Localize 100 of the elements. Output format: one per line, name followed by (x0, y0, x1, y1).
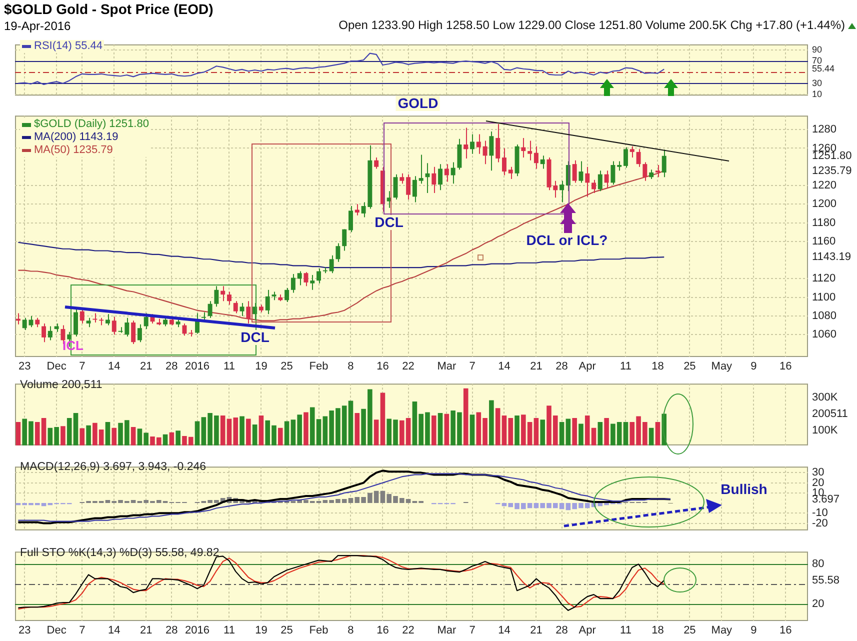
x-tick-label: 28 (166, 360, 178, 373)
bar (534, 418, 539, 446)
bar (194, 421, 200, 446)
legend-label: $GOLD (Daily) 1251.80 (34, 118, 149, 131)
y-tick-label: 1280 (812, 124, 836, 136)
x-tick-label: Dec (46, 360, 67, 373)
chart-title: Full STO %K(14,3) %D(3) 55.58, 49.82 (20, 547, 220, 560)
bar (354, 413, 360, 446)
bar (112, 428, 117, 446)
y-tick-label: 30 (812, 78, 822, 88)
bar (169, 432, 174, 446)
x-tick-label: 7 (79, 624, 86, 637)
x-tick-label: 25 (280, 360, 293, 373)
x-tick-label: 2016 (185, 624, 210, 637)
y-tick-label: -20 (812, 517, 828, 530)
x-tick-label: 19 (255, 360, 268, 373)
x-tick-label: 25 (684, 624, 696, 637)
y-tick-label: 1235.79 (812, 164, 852, 177)
bar (258, 415, 264, 446)
x-tick-label: Apr (578, 360, 596, 373)
bar (304, 412, 308, 446)
y-tick-label: 200511 (812, 408, 848, 420)
y-tick-label: 1160 (812, 235, 836, 248)
y-tick-label: 80 (812, 558, 824, 570)
bar (470, 414, 475, 446)
x-tick-label: 19 (255, 624, 268, 637)
text: Open 1233.90 High 1258.50 Low 1229.00 Close 1251.80 Volume 200.5K Chg +17.80 (+1.44%) (338, 18, 845, 32)
y-tick-label: 70 (812, 56, 822, 66)
x-tick-label: 25 (684, 360, 696, 373)
x-tick-label: 11 (620, 360, 632, 373)
y-tick-label: 55.58 (812, 574, 840, 586)
bar (431, 415, 436, 446)
x-tick-label: 8 (348, 624, 354, 637)
chart-title: MACD(12,26,9) 3.697, 3.943, -0.246 (20, 461, 206, 474)
x-tick-label: Feb (309, 360, 328, 373)
bar (489, 400, 494, 446)
y-tick-label: 1060 (812, 328, 836, 341)
x-tick-label: 11 (224, 624, 235, 637)
bar (162, 434, 168, 446)
annotation: DCL (238, 329, 272, 346)
x-tick-label: 11 (224, 360, 235, 373)
x-tick-label: 7 (469, 360, 476, 373)
chart-title: $GOLD Gold - Spot Price (EOD) (4, 1, 214, 18)
bar (514, 415, 520, 446)
x-tick-label: 7 (79, 360, 86, 373)
x-tick-label: 21 (140, 624, 152, 637)
y-tick-label: 90 (812, 44, 822, 54)
bar (220, 415, 226, 446)
bar (566, 418, 571, 446)
legend-label: MA(50) 1235.79 (34, 144, 113, 157)
x-tick-label: 2016 (185, 360, 210, 373)
annotation: Bullish (718, 481, 770, 498)
y-tick-label: 1200 (812, 198, 836, 210)
x-tick-label: Feb (309, 624, 328, 637)
bar (495, 408, 500, 446)
bar (348, 400, 354, 446)
x-tick-label: 23 (18, 624, 31, 637)
x-tick-label: 28 (556, 360, 568, 373)
legend-label: MA(200) 1143.19 (34, 131, 118, 144)
annotation: GOLD (396, 95, 440, 112)
y-tick-label: 1100 (812, 291, 836, 304)
x-tick-label: 25 (280, 624, 293, 637)
y-tick-label: 10 (812, 88, 822, 99)
x-tick-label: 11 (620, 624, 632, 637)
y-tick-label: -10 (812, 507, 828, 520)
x-tick-label: Mar (437, 360, 456, 373)
bar (572, 418, 577, 446)
bar (438, 413, 443, 446)
x-tick-label: Mar (437, 624, 456, 637)
bar (246, 418, 251, 446)
x-tick-label: 22 (402, 360, 414, 373)
y-tick-label: 100K (812, 424, 838, 436)
x-tick-label: 21 (530, 360, 542, 373)
y-tick-label: 30 (812, 466, 824, 479)
bar (252, 424, 258, 446)
x-tick-label: 18 (652, 624, 664, 637)
x-tick-label: Apr (578, 624, 596, 637)
y-tick-label: 1120 (812, 272, 836, 285)
x-tick-label: 28 (556, 624, 568, 637)
x-tick-label: May (711, 360, 733, 373)
bar (60, 426, 66, 446)
bar (604, 418, 609, 446)
x-tick-label: 16 (376, 360, 389, 373)
x-tick-label: 14 (498, 624, 510, 637)
x-tick-label: May (711, 624, 733, 637)
x-tick-label: 21 (140, 360, 152, 373)
chart-title: Volume 200,511 (20, 379, 102, 392)
bar (540, 420, 545, 446)
x-tick-label: Dec (46, 624, 67, 637)
y-tick-label: 300K (812, 391, 838, 404)
bar (176, 430, 180, 446)
x-tick-label: 18 (652, 360, 664, 373)
x-tick-label: 9 (750, 624, 757, 637)
x-tick-label: 14 (108, 360, 120, 373)
x-tick-label: 16 (779, 360, 792, 373)
bar (374, 420, 379, 446)
y-tick-label: 1180 (812, 216, 836, 229)
x-tick-label: 21 (530, 624, 542, 637)
bar (578, 424, 584, 446)
x-tick-label: 16 (779, 624, 792, 637)
